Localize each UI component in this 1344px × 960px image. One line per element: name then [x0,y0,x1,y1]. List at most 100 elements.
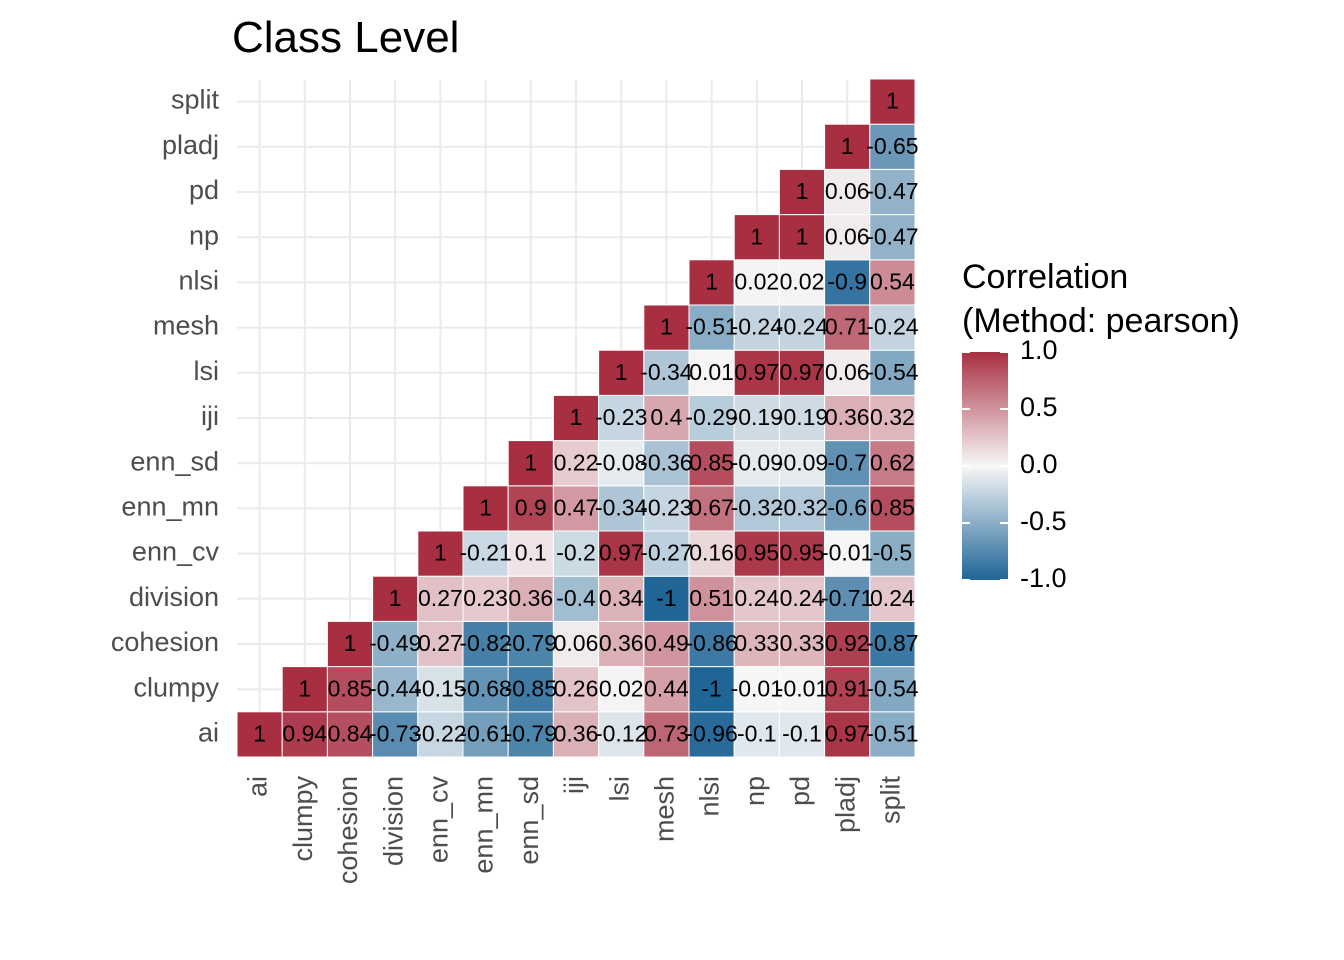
cell-value-label: -0.51 [866,720,918,746]
cell-value-label: -0.19 [776,404,828,430]
cell-value-label: 0.92 [825,630,870,656]
heatmap-cell [778,259,826,306]
cell-value-label: -0.21 [459,540,511,566]
cell-value-label: -0.61 [459,720,511,746]
heatmap-cell [688,304,735,351]
x-tick-label: clumpy [288,776,318,862]
x-tick-label: mesh [650,776,680,842]
y-tick-label: split [171,85,220,115]
cell-value-label: 0.22 [554,449,599,475]
cell-value-label: 1 [253,720,266,746]
heatmap-cell [598,620,645,668]
cell-value-label: -0.96 [685,720,737,746]
heatmap-cell [688,440,735,487]
heatmap-cell [326,666,374,713]
cell-value-label: 0.73 [644,720,689,746]
cell-value-label: -0.29 [685,404,737,430]
cell-value-label: 0.62 [870,449,915,475]
heatmap-cell [869,485,916,532]
legend-tick-label: 0.0 [1020,449,1058,479]
heatmap-cell [733,620,780,668]
legend-tick-label: -0.5 [1020,506,1067,536]
cell-value-label: 0.71 [825,314,870,340]
x-tick-label: enn_mn [469,776,499,874]
cell-value-label: 0.16 [689,540,734,566]
heatmap-cell [643,349,690,396]
cell-value-label: 1 [570,404,583,430]
cell-value-label: -0.4 [556,585,596,611]
x-tick-label: np [740,776,770,806]
cell-value-label: 0.33 [780,630,825,656]
cell-value-label: 0.85 [328,675,373,701]
cell-value-label: 0.24 [780,585,825,611]
cell-value-label: 1 [660,314,673,340]
cell-value-label: 0.27 [418,585,463,611]
heatmap-cell [552,620,600,668]
cell-value-label: 0.54 [870,268,915,294]
heatmap-cell [778,711,826,758]
x-tick-label: nlsi [695,776,725,817]
heatmap-cell [733,214,780,261]
heatmap-cell [688,394,735,442]
cell-value-label: -0.6 [827,494,867,520]
heatmap-cell [869,575,916,622]
cell-value-label: 1 [705,268,718,294]
heatmap-cell [643,575,690,622]
cell-value-label: -0.34 [595,494,648,520]
heatmap-cell [372,711,419,758]
heatmap-cell [869,711,916,758]
heatmap-cell [507,620,554,668]
cell-value-label: -0.1 [782,720,822,746]
x-tick-label: split [876,776,906,825]
y-tick-label: mesh [153,311,219,341]
heatmap-cell [778,394,826,442]
x-tick-label: cohesion [333,776,363,884]
cell-value-label: -1 [656,585,676,611]
y-tick-label: pd [189,175,219,205]
heatmap-cell [507,440,554,487]
cell-value-label: -0.68 [459,675,511,701]
cell-value-label: 0.4 [650,404,682,430]
cell-value-label: -0.23 [640,494,692,520]
legend-title-line1: Correlation [962,258,1128,296]
heatmap-cell [552,485,600,532]
cell-value-label: -0.32 [776,494,828,520]
cell-value-label: 0.26 [554,675,599,701]
y-tick-label: enn_cv [132,537,220,567]
cell-value-label: 0.97 [780,359,825,385]
heatmap-cell [507,711,554,758]
cell-value-label: 1 [298,675,311,701]
cell-value-label: 1 [796,178,809,204]
cell-value-label: -0.85 [505,675,557,701]
cell-value-label: -0.01 [821,540,873,566]
heatmap-cell [552,575,600,622]
cell-value-label: 0.32 [870,404,915,430]
cell-value-label: -0.71 [821,585,873,611]
cell-value-label: 0.47 [554,494,599,520]
y-tick-label: np [189,220,219,250]
legend-title-line2: (Method: pearson) [962,302,1240,340]
cell-value-label: 1 [434,540,447,566]
heatmap-cell [824,440,871,487]
cell-value-label: 0.97 [734,359,779,385]
heatmap-cell [869,620,916,668]
cell-value-label: 0.24 [870,585,915,611]
heatmap-cell [598,394,645,442]
cell-value-label: 0.91 [825,675,870,701]
cell-value-label: 0.49 [644,630,689,656]
chart-title: Class Level [232,13,459,62]
cell-value-label: 1 [796,223,809,249]
heatmap-cell [417,666,464,713]
cell-value-label: 0.44 [644,675,689,701]
heatmap-cell [598,666,645,713]
cell-value-label: 0.36 [508,585,553,611]
heatmap-cell [869,123,916,170]
cell-value-label: 0.24 [734,585,779,611]
heatmap-cell [778,620,826,668]
cell-value-label: 0.85 [870,494,915,520]
cell-value-label: 1 [344,630,357,656]
cell-value-label: 0.34 [599,585,644,611]
cell-value-label: 1 [479,494,492,520]
cell-value-label: 0.94 [282,720,327,746]
